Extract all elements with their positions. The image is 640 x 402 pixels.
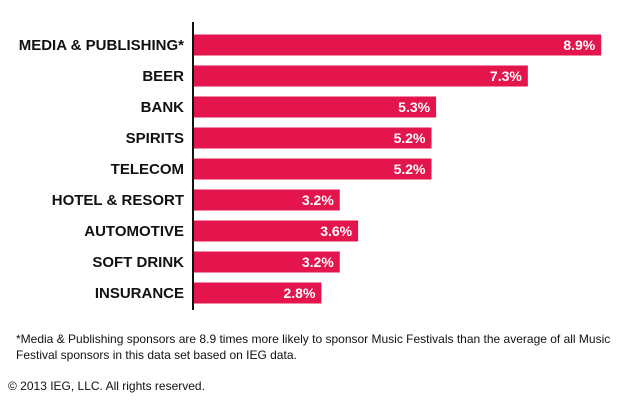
value-label: 7.3% <box>490 68 522 84</box>
bars-layer <box>193 34 602 304</box>
category-label: BEER <box>142 68 184 85</box>
value-label: 5.2% <box>394 161 426 177</box>
category-label: SOFT DRINK <box>92 254 184 271</box>
category-label: TELECOM <box>111 161 184 178</box>
category-label: AUTOMOTIVE <box>84 223 184 240</box>
value-label: 5.2% <box>394 130 426 146</box>
bar <box>193 282 322 304</box>
value-label: 2.8% <box>284 285 316 301</box>
bar <box>193 158 432 180</box>
bar <box>193 127 432 149</box>
copyright-notice: © 2013 IEG, LLC. All rights reserved. <box>8 379 205 393</box>
bar <box>193 96 437 118</box>
category-label: HOTEL & RESORT <box>52 192 184 209</box>
category-label: BANK <box>141 99 184 116</box>
bar <box>193 34 602 56</box>
category-label: INSURANCE <box>95 285 184 302</box>
value-label: 5.3% <box>398 99 430 115</box>
bar-chart: MEDIA & PUBLISHING* BEER BANK SPIRITS TELECO… <box>19 22 602 310</box>
value-label: 8.9% <box>563 37 595 53</box>
category-label: SPIRITS <box>126 130 184 147</box>
value-label: 3.2% <box>302 192 334 208</box>
value-labels: 8.9% 7.3% 5.3% 5.2% 5.2% 3.2% 3.6% 3.2% 2.8% <box>284 37 596 301</box>
value-label: 3.2% <box>302 254 334 270</box>
category-labels: MEDIA & PUBLISHING* BEER BANK SPIRITS TELECO… <box>19 37 184 302</box>
value-label: 3.6% <box>320 223 352 239</box>
category-label: MEDIA & PUBLISHING* <box>19 37 184 54</box>
bar <box>193 220 359 242</box>
bar <box>193 251 340 273</box>
footnote: *Media & Publishing sponsors are 8.9 tim… <box>16 332 611 362</box>
bar <box>193 189 340 211</box>
bar <box>193 65 528 87</box>
